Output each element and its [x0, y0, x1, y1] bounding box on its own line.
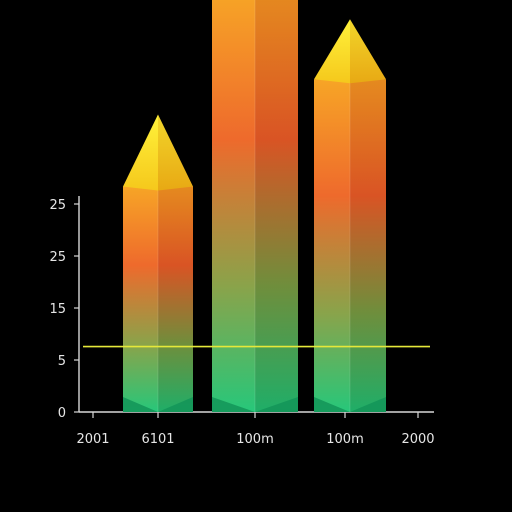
- y-tick-label: 0: [58, 406, 66, 421]
- bar-1: [123, 114, 193, 412]
- y-ticks: 0 5 15 25 25: [49, 198, 79, 421]
- axes-layer: 0 5 15 25 25 2001 6101 100m 100m 2000: [49, 196, 435, 447]
- x-tick-label: 2000: [401, 432, 434, 447]
- y-tick-label: 25: [49, 198, 66, 213]
- bar-2: [212, 0, 298, 413]
- bar-face-left: [314, 79, 350, 413]
- bar-base: [212, 397, 298, 412]
- y-tick-label: 5: [58, 354, 66, 369]
- bar-face-left: [212, 0, 255, 413]
- y-tick-label: 15: [49, 302, 66, 317]
- bar-face-right: [158, 186, 193, 412]
- x-tick-label: 100m: [236, 432, 273, 447]
- bar-face-right: [255, 0, 298, 413]
- bar-base: [123, 397, 193, 412]
- bar-3: [314, 19, 386, 413]
- y-tick-label: 25: [49, 250, 66, 265]
- bars-layer: [123, 0, 386, 413]
- bar-cap-right: [350, 19, 386, 84]
- bar-face-left: [123, 186, 158, 412]
- bar-cap-right: [158, 114, 193, 191]
- x-tick-label: 100m: [326, 432, 363, 447]
- x-tick-label: 2001: [76, 432, 109, 447]
- bar-face-right: [350, 79, 386, 413]
- bar-cap-left: [123, 114, 158, 191]
- x-ticks: 2001 6101 100m 100m 2000: [76, 412, 435, 447]
- bar-cap-left: [314, 19, 350, 84]
- bar-base: [314, 397, 386, 412]
- x-tick-label: 6101: [141, 432, 174, 447]
